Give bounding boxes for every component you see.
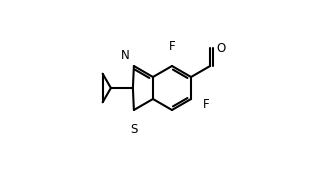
Text: S: S [130,123,138,136]
Text: N: N [121,49,130,62]
Text: F: F [169,40,175,53]
Text: O: O [216,42,225,55]
Text: F: F [203,98,210,111]
